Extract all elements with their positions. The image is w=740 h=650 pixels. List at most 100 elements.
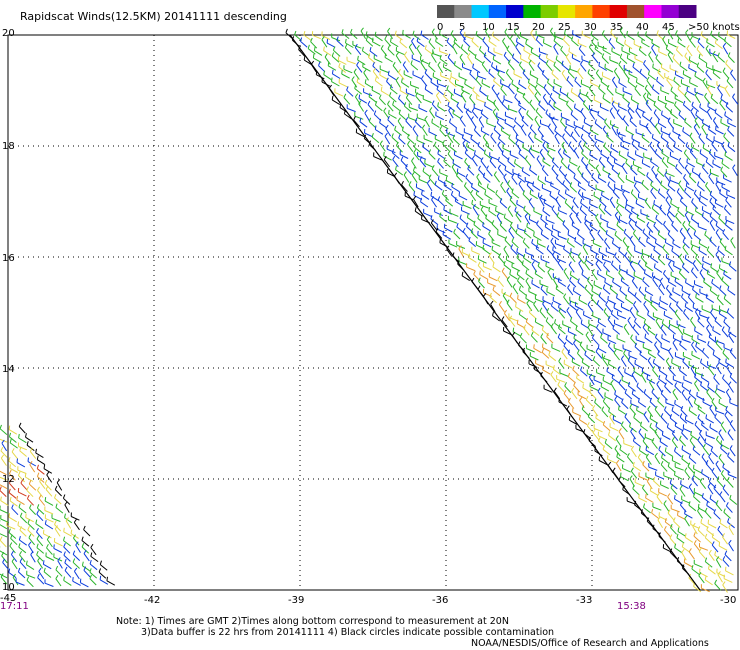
wind-barb — [694, 283, 704, 289]
wind-barb — [501, 316, 505, 321]
wind-barb — [384, 38, 392, 47]
wind-barb — [590, 34, 599, 41]
wind-barb — [623, 443, 633, 448]
wind-barb — [630, 95, 633, 100]
wind-barb — [458, 76, 468, 81]
wind-barb — [467, 56, 473, 65]
wind-barb — [437, 153, 446, 160]
wind-barb — [646, 374, 649, 380]
wind-barb — [332, 46, 336, 51]
wind-barb — [581, 149, 584, 154]
wind-barb — [8, 482, 16, 491]
wind-barb — [481, 60, 485, 65]
wind-barb — [389, 95, 397, 103]
wind-barb — [431, 54, 437, 63]
wind-barb — [634, 58, 644, 64]
wind-barb — [384, 132, 388, 137]
wind-barb — [516, 273, 525, 281]
wind-barb — [331, 81, 340, 87]
wind-barb — [712, 204, 715, 209]
note-line-2: 3)Data buffer is 22 hrs from 20141111 4)… — [141, 627, 554, 638]
wind-barb — [530, 29, 534, 34]
wind-barb — [63, 576, 65, 581]
wind-barb — [559, 372, 569, 377]
wind-barb — [575, 311, 582, 320]
wind-barb — [661, 157, 665, 162]
wind-barb — [559, 87, 562, 92]
wind-barb — [498, 160, 506, 167]
wind-barb — [673, 520, 681, 528]
wind-barb — [543, 42, 552, 48]
wind-barb — [608, 363, 617, 369]
wind-barb — [473, 126, 477, 131]
wind-barb — [448, 243, 458, 248]
wind-barb — [0, 476, 8, 481]
wind-barb — [571, 225, 580, 231]
wind-barb — [639, 449, 648, 456]
wind-barb — [64, 558, 67, 564]
wind-barb — [667, 496, 674, 505]
wind-barb — [499, 221, 503, 226]
wind-barb — [645, 123, 649, 128]
wind-barb — [604, 118, 607, 123]
wind-barb — [620, 476, 629, 482]
wind-barb — [603, 261, 606, 266]
wind-barb — [416, 40, 425, 48]
wind-barb — [568, 144, 575, 153]
wind-barb — [643, 304, 650, 313]
wind-barb — [54, 489, 62, 497]
wind-barb — [480, 112, 489, 120]
wind-barb — [45, 523, 54, 530]
wind-barb — [515, 139, 519, 144]
wind-barb — [715, 503, 723, 512]
wind-barb — [56, 479, 61, 483]
wind-barb — [588, 135, 595, 143]
wind-barb — [595, 72, 603, 81]
wind-barb — [723, 508, 726, 513]
wind-barb — [667, 230, 671, 235]
wind-barb — [581, 175, 589, 183]
wind-barb — [447, 131, 451, 136]
wind-barb — [312, 54, 315, 59]
wind-barb — [527, 87, 535, 95]
wind-barb — [584, 284, 588, 289]
wind-barb — [702, 260, 712, 266]
wind-barb — [424, 44, 427, 50]
wind-barb — [658, 287, 665, 296]
wind-barb — [506, 302, 513, 311]
wind-barb — [539, 152, 546, 160]
wind-barb — [682, 127, 685, 132]
wind-barb — [606, 367, 609, 372]
wind-barb — [538, 100, 541, 105]
wind-barb — [555, 288, 564, 295]
wind-barb — [360, 30, 367, 39]
wind-barb — [523, 228, 526, 233]
wind-barb — [666, 142, 669, 147]
wind-barb — [547, 78, 550, 83]
wind-barb — [387, 119, 395, 127]
wind-barb — [18, 446, 28, 451]
wind-barb — [717, 84, 721, 89]
wind-barb — [537, 62, 541, 67]
wind-barb — [63, 580, 72, 586]
wind-barb — [628, 217, 637, 224]
wind-barb — [667, 161, 676, 168]
wind-barb — [63, 531, 72, 537]
wind-barb — [681, 382, 684, 387]
wind-barb — [514, 96, 522, 105]
wind-barb — [298, 49, 305, 57]
wind-barb — [651, 512, 660, 519]
wind-barb — [468, 253, 470, 258]
wind-barb — [371, 133, 374, 138]
wind-barb — [515, 211, 519, 216]
wind-barb — [675, 216, 682, 224]
wind-barb — [640, 374, 647, 383]
wind-barb — [27, 519, 30, 524]
wind-barb — [484, 190, 487, 195]
wind-barb — [689, 132, 693, 137]
wind-barb — [46, 547, 53, 555]
wind-barb — [686, 185, 695, 192]
wind-barb — [702, 144, 705, 149]
wind-barb — [16, 499, 25, 506]
wind-barb — [671, 406, 674, 411]
